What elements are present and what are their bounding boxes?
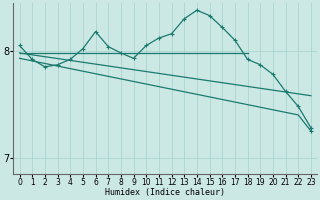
X-axis label: Humidex (Indice chaleur): Humidex (Indice chaleur) — [105, 188, 225, 197]
